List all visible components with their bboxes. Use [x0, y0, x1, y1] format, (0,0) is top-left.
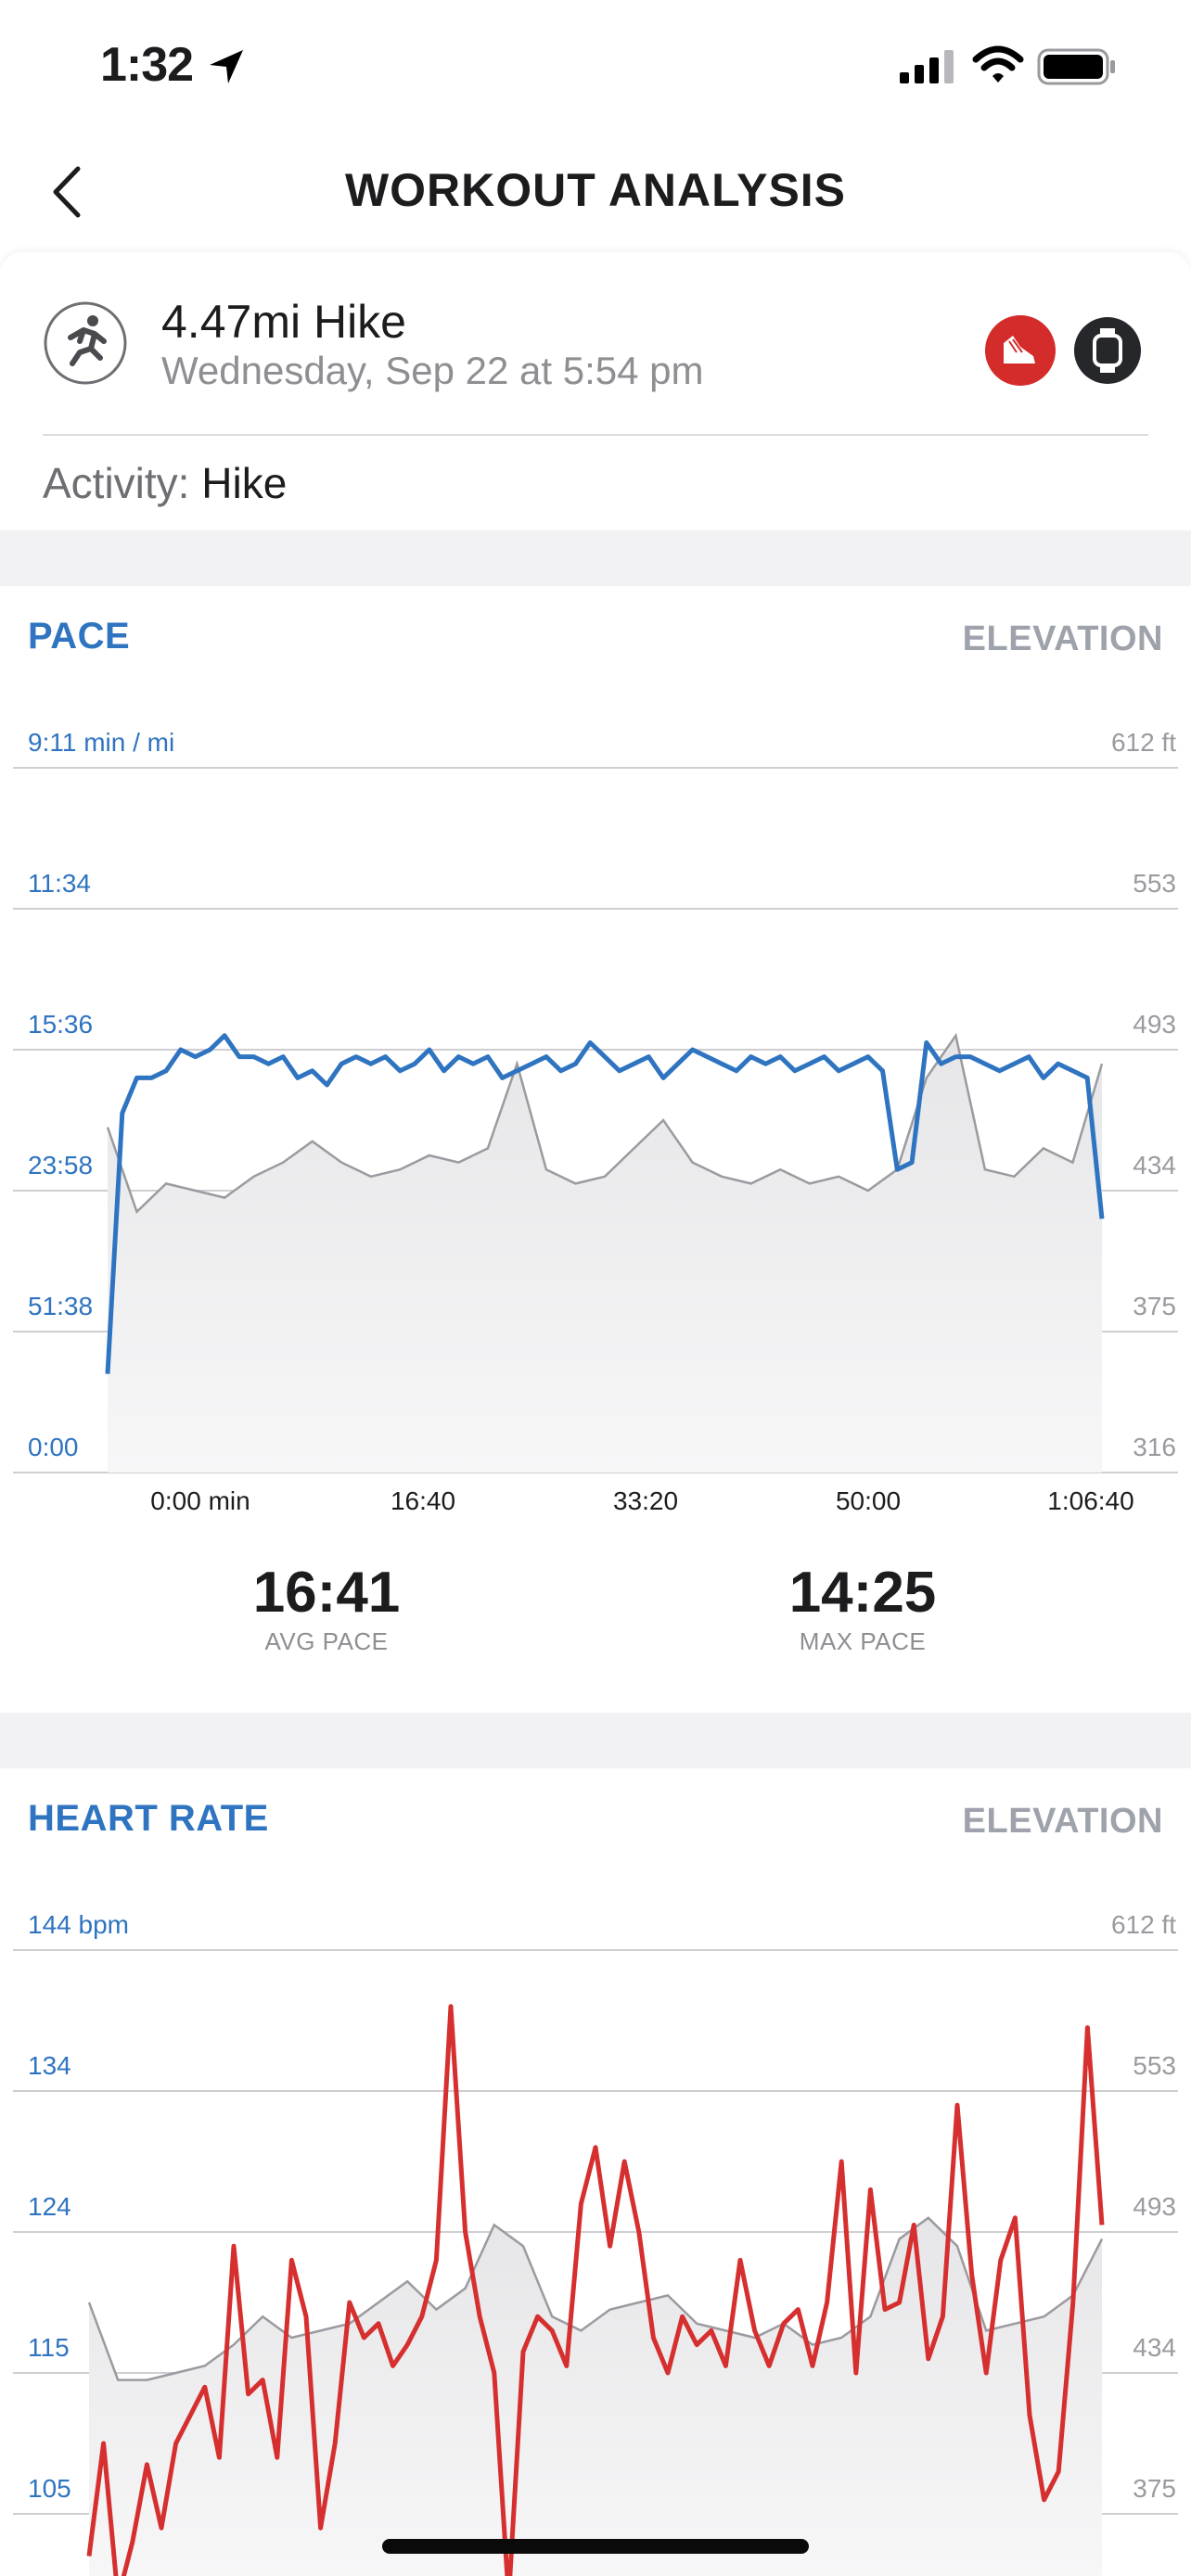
location-arrow-icon: [210, 50, 243, 83]
shoe-icon: [1004, 336, 1035, 363]
elevation-area: [89, 2217, 1102, 2576]
heart-rate-chart[interactable]: 144 bpm 612 ft 134 553 124 493 115 434 105 375: [0, 1768, 1191, 2576]
x-axis-tick: 33:20: [613, 1486, 678, 1515]
right-axis-tick: 434: [1133, 1151, 1176, 1180]
pace-section: PACE ELEVATION 9:11 min / mi 612 ft 11:34 5…: [0, 586, 1191, 1713]
left-axis-tick: 115: [28, 2333, 70, 2362]
pace-series-line: [105, 1033, 1105, 1374]
avg-pace-value: 16:41: [252, 1561, 401, 1625]
left-axis-tick: 11:34: [28, 869, 91, 898]
status-time: 1:32: [100, 38, 194, 92]
x-axis-tick: 50:00: [836, 1486, 901, 1515]
right-axis-tick: 316: [1133, 1433, 1176, 1461]
workout-date: Wednesday, Sep 22 at 5:54 pm: [161, 349, 704, 392]
cellular-signal-icon: [900, 50, 954, 83]
right-axis-tick: 375: [1133, 2474, 1176, 2503]
avg-pace-label: AVG PACE: [264, 1627, 389, 1655]
battery-icon: [1037, 48, 1115, 85]
running-person-icon: [44, 301, 127, 385]
elevation-series-line: [87, 2216, 1104, 2381]
activity-type: Activity: Hike: [43, 458, 287, 508]
left-axis-tick: 0:00: [28, 1433, 79, 1461]
left-axis-tick: 15:36: [28, 1010, 93, 1039]
left-axis-tick: 51:38: [28, 1292, 93, 1320]
left-axis-tick: 134: [28, 2051, 71, 2080]
x-axis-tick: 1:06:40: [1047, 1486, 1133, 1515]
heart-rate-section-title[interactable]: HEART RATE: [28, 1798, 269, 1839]
activity-value: Hike: [201, 459, 288, 507]
status-bar: 1:32: [0, 0, 1191, 130]
x-axis-tick: 16:40: [391, 1486, 455, 1515]
wifi-icon: [972, 45, 1024, 83]
page-title: WORKOUT ANALYSIS: [344, 164, 847, 216]
x-axis-tick: 0:00 min: [150, 1486, 250, 1515]
workout-header-card: 4.47mi Hike Wednesday, Sep 22 at 5:54 pm…: [0, 252, 1191, 530]
right-axis-tick: 612 ft: [1111, 728, 1176, 757]
right-axis-tick: 553: [1133, 2051, 1176, 2080]
hr-series-line: [86, 2004, 1105, 2576]
elevation-area: [108, 1035, 1102, 1473]
watch-icon: [1093, 328, 1122, 373]
divider: [43, 434, 1148, 436]
elevation-series-line: [106, 1032, 1104, 1215]
left-axis-tick: 124: [28, 2192, 71, 2221]
max-pace-label: MAX PACE: [799, 1627, 927, 1655]
heart-rate-section: HEART RATE ELEVATION 144 bpm 612 ft 134 553…: [0, 1768, 1191, 2576]
max-pace-value: 14:25: [788, 1561, 937, 1625]
right-axis-tick: 493: [1133, 2192, 1176, 2221]
left-axis-tick: 23:58: [28, 1151, 93, 1180]
pace-chart[interactable]: 9:11 min / mi 612 ft 11:34 553 15:36 493 23:58…: [0, 586, 1191, 1532]
left-axis-tick: 144 bpm: [28, 1910, 129, 1939]
pace-elevation-label[interactable]: ELEVATION: [962, 619, 1163, 658]
activity-label: Activity:: [43, 459, 190, 507]
back-chevron-icon[interactable]: [46, 163, 87, 221]
data-source-icons[interactable]: [976, 315, 1146, 386]
hr-elevation-label[interactable]: ELEVATION: [962, 1802, 1163, 1841]
section-separator: [0, 1713, 1191, 1768]
home-indicator[interactable]: [382, 2539, 809, 2554]
right-axis-tick: 553: [1133, 869, 1176, 898]
avg-pace-stat: 16:41 AVG PACE: [141, 1560, 512, 1656]
pace-section-title[interactable]: PACE: [28, 616, 131, 657]
right-axis-tick: 493: [1133, 1010, 1176, 1039]
section-separator: [0, 530, 1191, 586]
workout-title: 4.47mi Hike: [161, 296, 406, 348]
left-axis-tick: 9:11 min / mi: [28, 728, 174, 757]
right-axis-tick: 612 ft: [1111, 1910, 1176, 1939]
max-pace-stat: 14:25 MAX PACE: [677, 1560, 1048, 1656]
right-axis-tick: 434: [1133, 2333, 1176, 2362]
navigation-bar: WORKOUT ANALYSIS: [0, 130, 1191, 250]
right-axis-tick: 375: [1133, 1292, 1176, 1320]
left-axis-tick: 105: [28, 2474, 71, 2503]
